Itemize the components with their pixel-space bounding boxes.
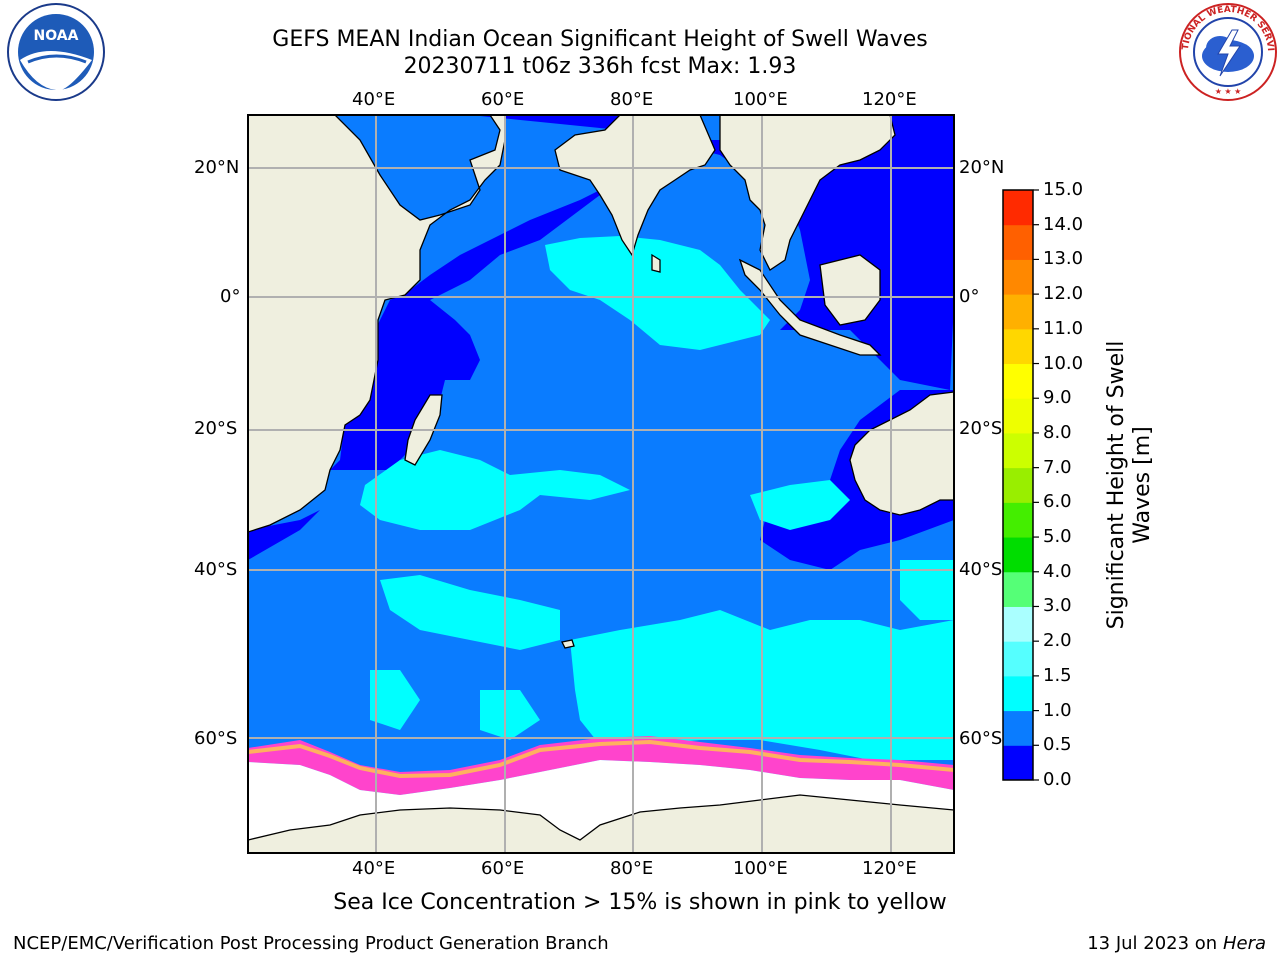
colorbar-segment (1003, 675, 1033, 712)
colorbar-segment (1003, 502, 1033, 538)
colorbar-tick-label: 4.0 (1043, 560, 1072, 582)
colorbar-tick-label: 1.5 (1043, 664, 1072, 686)
tick-top-100e: 100°E (733, 89, 788, 110)
colorbar-frame (1002, 189, 1034, 781)
colorbar-segment (1003, 190, 1033, 226)
colorbar-tick-label: 15.0 (1043, 179, 1084, 200)
colorbar-tick-label: 1.0 (1043, 699, 1072, 721)
colorbar-tick-label: 2.0 (1043, 630, 1072, 652)
svg-text:★ ★ ★: ★ ★ ★ (1215, 87, 1242, 96)
tick-bottom-80e: 80°E (610, 858, 654, 879)
noaa-logo: NOAA (7, 3, 105, 101)
colorbar-segment (1003, 259, 1033, 295)
nws-logo: NATIONAL WEATHER SERVICE ★ ★ ★ (1178, 2, 1277, 101)
tick-bottom-100e: 100°E (733, 858, 788, 879)
colorbar-segment (1003, 294, 1033, 330)
colorbar-tick-label: 7.0 (1043, 456, 1072, 478)
noaa-logo-text: NOAA (34, 28, 79, 44)
footer-date: 13 Jul 2023 on Hera (1087, 933, 1266, 954)
colorbar-tick-label: 10.0 (1043, 352, 1084, 374)
colorbar-segment (1003, 606, 1033, 642)
colorbar-segment (1003, 745, 1033, 781)
colorbar-tick-label: 13.0 (1043, 248, 1084, 270)
tick-left-20s: 20°S (194, 418, 238, 439)
footer-host: Hera (1222, 933, 1266, 954)
sea-ice-caption: Sea Ice Concentration > 15% is shown in … (333, 890, 947, 915)
tick-bottom-40e: 40°E (352, 858, 396, 879)
colorbar-segment (1003, 432, 1033, 469)
chart-subtitle: 20230711 t06z 336h fcst Max: 1.93 (403, 54, 797, 79)
colorbar-segment (1003, 363, 1033, 399)
tick-right-60s: 60°S (959, 728, 1003, 749)
footer-credit: NCEP/EMC/Verification Post Processing Pr… (13, 933, 609, 954)
colorbar-tick-label: 9.0 (1043, 387, 1072, 409)
land (248, 115, 954, 853)
tick-bottom-120e: 120°E (862, 858, 917, 879)
colorbar-tick-label: 6.0 (1043, 491, 1072, 513)
sea-ice-edge (248, 736, 954, 795)
tick-top-60e: 60°E (481, 89, 525, 110)
tick-left-60s: 60°S (194, 728, 238, 749)
colorbar-segment (1003, 328, 1033, 365)
gridlines (248, 115, 954, 853)
colorbar-segment (1003, 537, 1033, 573)
colorbar-segment (1003, 398, 1033, 434)
tick-top-80e: 80°E (610, 89, 654, 110)
colorbar-tick-label: 8.0 (1043, 421, 1072, 443)
tick-top-120e: 120°E (862, 89, 917, 110)
colorbar-tick-label: 14.0 (1043, 213, 1084, 235)
colorbar-tick-label: 11.0 (1043, 317, 1084, 339)
tick-right-0: 0° (959, 286, 980, 307)
footer-date-text: 13 Jul 2023 on (1087, 933, 1223, 954)
colorbar-segment (1003, 710, 1033, 746)
tick-right-20s: 20°S (959, 418, 1003, 439)
colorbar-tick-label: 3.0 (1043, 595, 1072, 617)
tick-right-20n: 20°N (959, 157, 1005, 178)
tick-top-40e: 40°E (352, 89, 396, 110)
colorbar-tick-label: 0.5 (1043, 734, 1072, 756)
colorbar-segment (1003, 641, 1033, 677)
tick-left-0: 0° (220, 286, 241, 307)
colorbar-title: Significant Height of Swell Waves [m] (1104, 340, 1155, 630)
tick-left-40s: 40°S (194, 559, 238, 580)
tick-bottom-60e: 60°E (481, 858, 525, 879)
colorbar-segment (1003, 571, 1033, 607)
colorbar-tick-label: 5.0 (1043, 526, 1072, 548)
tick-right-40s: 40°S (959, 559, 1003, 580)
colorbar-tick-label: 12.0 (1043, 283, 1084, 305)
colorbar-segment (1003, 224, 1033, 260)
colorbar-tick-label: 0.0 (1043, 769, 1072, 790)
colorbar-segment (1003, 467, 1033, 503)
map-frame (247, 114, 955, 854)
chart-title: GEFS MEAN Indian Ocean Significant Heigh… (272, 27, 928, 52)
tick-left-20n: 20°N (194, 157, 240, 178)
